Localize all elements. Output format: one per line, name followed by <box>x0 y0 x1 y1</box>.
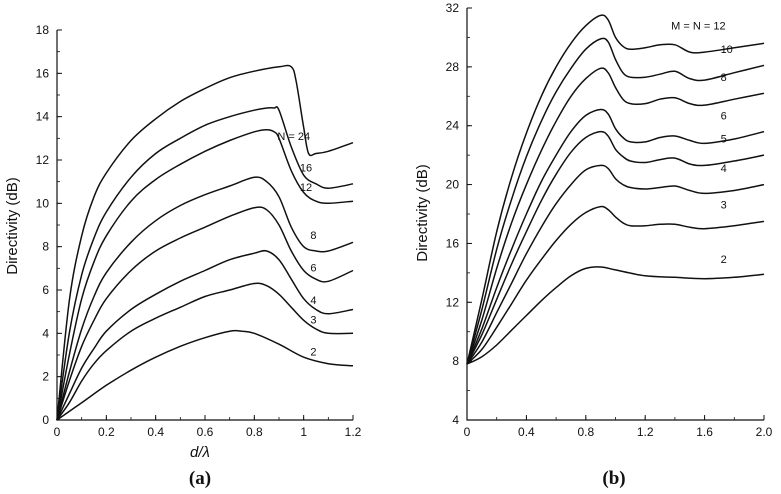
panel-b-ytick-label: 20 <box>446 178 460 192</box>
panel-b-series-label: 4 <box>721 163 727 175</box>
panel-b-ytick-label: 24 <box>446 119 460 133</box>
panel-b-ytick-label: 4 <box>452 413 459 427</box>
panel-a-ylabel: Directivity (dB) <box>4 177 21 275</box>
panel-b-series-line <box>466 205 765 365</box>
panel-b-ytick-label: 8 <box>452 354 459 368</box>
panel-b-xtick-label: 1.6 <box>696 425 713 439</box>
panel-b-series-line <box>466 14 765 365</box>
panel-b-ytick-label: 32 <box>446 1 460 15</box>
panel-a-series-label: 6 <box>310 262 316 274</box>
panel-a-series-line <box>56 249 354 421</box>
panel-a-series-label: 3 <box>310 314 316 326</box>
panel-a-series-label: 12 <box>300 182 312 194</box>
panel-a-ytick-label: 8 <box>42 240 49 254</box>
panel-a-series-label: 16 <box>300 162 312 174</box>
panel-a: Directivity (dB) d/λ (a) 0 0.2 0.4 0.6 0.8 1 1… <box>4 23 362 489</box>
panel-a-ytick-label: 12 <box>36 153 50 167</box>
panel-a-series-line <box>56 64 354 421</box>
panel-a-series-line <box>56 329 354 421</box>
panel-a-caption: (a) <box>189 468 211 489</box>
panel-b-xtick-label: 0 <box>464 425 471 439</box>
panel-a-ytick-label: 4 <box>42 326 49 340</box>
panel-b-ytick-label: 16 <box>446 236 460 250</box>
panel-b-series-label: 2 <box>721 254 727 266</box>
panel-a-series-line <box>56 128 354 421</box>
panel-b: Directivity (dB) (b) 0 0.4 0.8 1.2 1.6 2.0 4 8 1… <box>414 1 773 489</box>
panel-a-ytick-label: 6 <box>42 283 49 297</box>
panel-a-series-line <box>56 282 354 421</box>
panel-a-ytick-label: 18 <box>36 23 50 37</box>
panel-a-series-label: 2 <box>310 347 316 359</box>
panel-b-series-label: 3 <box>721 199 727 211</box>
panel-a-xtick-label: 0.6 <box>197 425 214 439</box>
panel-a-xtick-label: 0 <box>54 425 61 439</box>
panel-b-ytick-label: 12 <box>446 295 460 309</box>
panel-b-xtick-label: 0.8 <box>577 425 594 439</box>
panel-b-series-line <box>466 130 765 365</box>
panel-a-xtick-label: 0.4 <box>147 425 164 439</box>
panel-b-series-label: 8 <box>721 72 727 84</box>
panel-b-series-line <box>466 67 765 365</box>
panel-b-caption: (b) <box>602 468 625 489</box>
panel-a-series-label: 4 <box>310 295 316 307</box>
panel-b-xtick-label: 2.0 <box>756 425 773 439</box>
panel-b-series-label: 6 <box>721 110 727 122</box>
panel-a-series-label: N = 24 <box>277 131 310 143</box>
panel-b-series-line <box>466 37 765 365</box>
panel-b-series-line <box>466 108 765 365</box>
panel-a-xtick-label: 1.2 <box>345 425 362 439</box>
panel-a-ytick-label: 2 <box>42 370 49 384</box>
panel-b-axes <box>466 8 764 421</box>
panel-b-series-label: 5 <box>721 134 727 146</box>
panel-a-xtick-label: 0.2 <box>98 425 115 439</box>
panel-b-series-line <box>466 164 765 365</box>
panel-a-ytick-label: 16 <box>36 66 50 80</box>
panel-a-xtick-label: 0.8 <box>246 425 263 439</box>
panel-b-ylabel: Directivity (dB) <box>414 164 431 262</box>
panel-a-xtick-label: 1 <box>300 425 307 439</box>
panel-b-xtick-label: 1.2 <box>637 425 654 439</box>
panel-b-series-label: 10 <box>721 44 733 56</box>
panel-a-series-label: 8 <box>310 230 316 242</box>
panel-b-ytick-label: 28 <box>446 60 460 74</box>
panel-b-series-line <box>466 266 765 365</box>
panel-a-series-line <box>56 106 354 421</box>
panel-a-series-line <box>56 206 354 421</box>
panel-a-series-line <box>56 176 354 421</box>
panel-a-ytick-label: 0 <box>42 413 49 427</box>
panel-a-ytick-label: 14 <box>36 110 50 124</box>
panel-a-ytick-label: 10 <box>36 196 50 210</box>
panel-b-xtick-label: 0.4 <box>518 425 535 439</box>
panel-a-xlabel: d/λ <box>190 444 210 461</box>
panel-b-series-label: M = N = 12 <box>671 21 725 33</box>
